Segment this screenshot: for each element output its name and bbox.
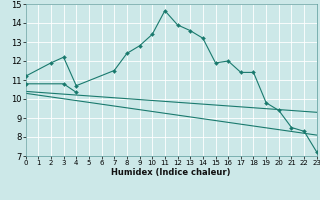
X-axis label: Humidex (Indice chaleur): Humidex (Indice chaleur) <box>111 168 231 177</box>
